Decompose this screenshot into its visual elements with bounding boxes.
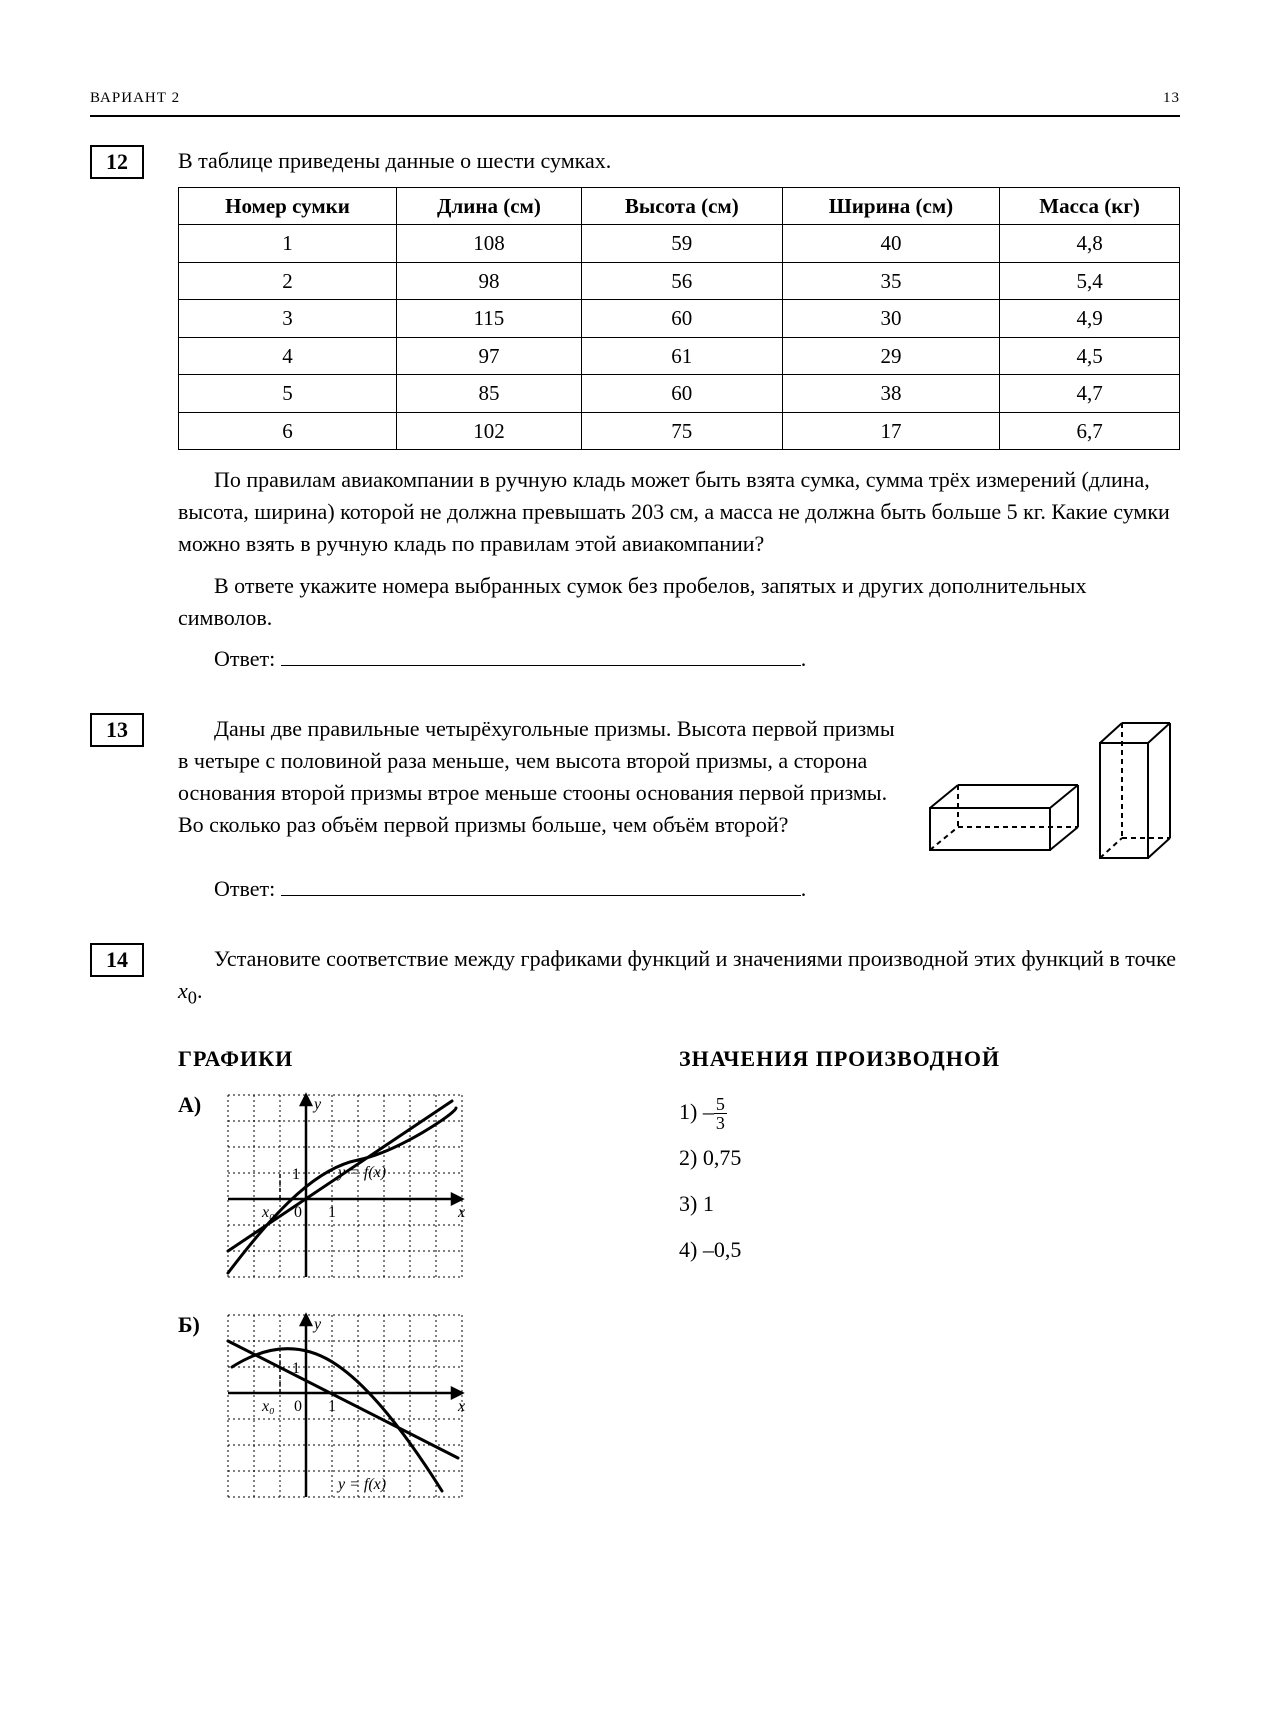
- svg-text:x₀: x₀: [261, 1398, 275, 1415]
- table-row: 110859404,8: [179, 225, 1180, 262]
- p13-answer: Ответ: .: [178, 873, 1180, 905]
- problem-number: 13: [90, 713, 144, 747]
- table-row: 29856355,4: [179, 262, 1180, 299]
- table-cell: 6,7: [1000, 412, 1180, 449]
- p12-answer: Ответ: .: [178, 643, 1180, 675]
- deriv-1: 1) –53: [679, 1089, 1180, 1135]
- answer-blank[interactable]: [281, 646, 801, 667]
- table-cell: 17: [782, 412, 999, 449]
- table-cell: 35: [782, 262, 999, 299]
- table-cell: 4,5: [1000, 337, 1180, 374]
- table-header: Высота (см): [581, 187, 782, 224]
- table-cell: 29: [782, 337, 999, 374]
- table-cell: 4,8: [1000, 225, 1180, 262]
- svg-text:x: x: [457, 1398, 465, 1415]
- derivatives-heading: ЗНАЧЕНИЯ ПРОИЗВОДНОЙ: [679, 1043, 1180, 1075]
- deriv-3: 3) 1: [679, 1181, 1180, 1227]
- table-header: Длина (см): [397, 187, 582, 224]
- table-cell: 4: [179, 337, 397, 374]
- svg-text:1: 1: [328, 1398, 336, 1415]
- table-cell: 4,9: [1000, 300, 1180, 337]
- header-rule: [90, 115, 1180, 117]
- problem-number: 12: [90, 145, 144, 179]
- table-cell: 56: [581, 262, 782, 299]
- table-cell: 2: [179, 262, 397, 299]
- table-cell: 115: [397, 300, 582, 337]
- graphs-heading: ГРАФИКИ: [178, 1043, 679, 1075]
- table-cell: 30: [782, 300, 999, 337]
- p12-para1: По правилам авиакомпании в ручную кладь …: [178, 464, 1180, 560]
- header-left: ВАРИАНТ 2: [90, 90, 180, 107]
- table-cell: 4,7: [1000, 375, 1180, 412]
- p12-intro: В таблице приведены данные о шести сумка…: [178, 145, 1180, 177]
- table-cell: 60: [581, 300, 782, 337]
- table-cell: 60: [581, 375, 782, 412]
- page-header: ВАРИАНТ 2 13: [90, 90, 1180, 107]
- table-cell: 6: [179, 412, 397, 449]
- table-cell: 5,4: [1000, 262, 1180, 299]
- problem-12: 12 В таблице приведены данные о шести су…: [90, 145, 1180, 685]
- p12-table: Номер сумкиДлина (см)Высота (см)Ширина (…: [178, 187, 1180, 450]
- table-cell: 85: [397, 375, 582, 412]
- graph-B: Б) 011yxx₀y = f(x): [178, 1309, 679, 1511]
- table-cell: 75: [581, 412, 782, 449]
- table-cell: 102: [397, 412, 582, 449]
- deriv-4: 4) –0,5: [679, 1227, 1180, 1273]
- problem-13: 13 Даны две правильные четырёхугольные п…: [90, 713, 1180, 915]
- table-cell: 3: [179, 300, 397, 337]
- svg-text:y: y: [312, 1316, 322, 1333]
- derivative-values: 1) –53 2) 0,75 3) 1 4) –0,5: [679, 1089, 1180, 1274]
- table-cell: 61: [581, 337, 782, 374]
- table-cell: 1: [179, 225, 397, 262]
- table-header: Номер сумки: [179, 187, 397, 224]
- prisms-figure: [920, 713, 1180, 873]
- header-pagenum: 13: [1163, 90, 1180, 107]
- svg-text:x: x: [457, 1204, 465, 1221]
- table-row: 49761294,5: [179, 337, 1180, 374]
- table-header: Ширина (см): [782, 187, 999, 224]
- answer-blank[interactable]: [281, 876, 801, 897]
- table-cell: 108: [397, 225, 582, 262]
- table-cell: 5: [179, 375, 397, 412]
- svg-text:0: 0: [294, 1398, 302, 1415]
- problem-14: 14 Установите соответствие между графика…: [90, 943, 1180, 1529]
- table-row: 58560384,7: [179, 375, 1180, 412]
- p12-para2: В ответе укажите номера выбранных сумок …: [178, 570, 1180, 634]
- table-cell: 97: [397, 337, 582, 374]
- table-cell: 40: [782, 225, 999, 262]
- table-cell: 59: [581, 225, 782, 262]
- problem-number: 14: [90, 943, 144, 977]
- p13-text: Даны две правильные четырёхугольные приз…: [178, 713, 900, 841]
- graph-A: А) 011yxx₀y = f(x): [178, 1089, 679, 1291]
- table-row: 610275176,7: [179, 412, 1180, 449]
- table-header: Масса (кг): [1000, 187, 1180, 224]
- deriv-2: 2) 0,75: [679, 1135, 1180, 1181]
- table-row: 311560304,9: [179, 300, 1180, 337]
- svg-text:1: 1: [328, 1204, 336, 1221]
- svg-text:y: y: [312, 1096, 322, 1113]
- p14-text: Установите соответствие между графиками …: [178, 943, 1180, 1011]
- table-cell: 38: [782, 375, 999, 412]
- table-cell: 98: [397, 262, 582, 299]
- svg-text:y = f(x): y = f(x): [336, 1476, 386, 1493]
- svg-text:1: 1: [292, 1166, 300, 1183]
